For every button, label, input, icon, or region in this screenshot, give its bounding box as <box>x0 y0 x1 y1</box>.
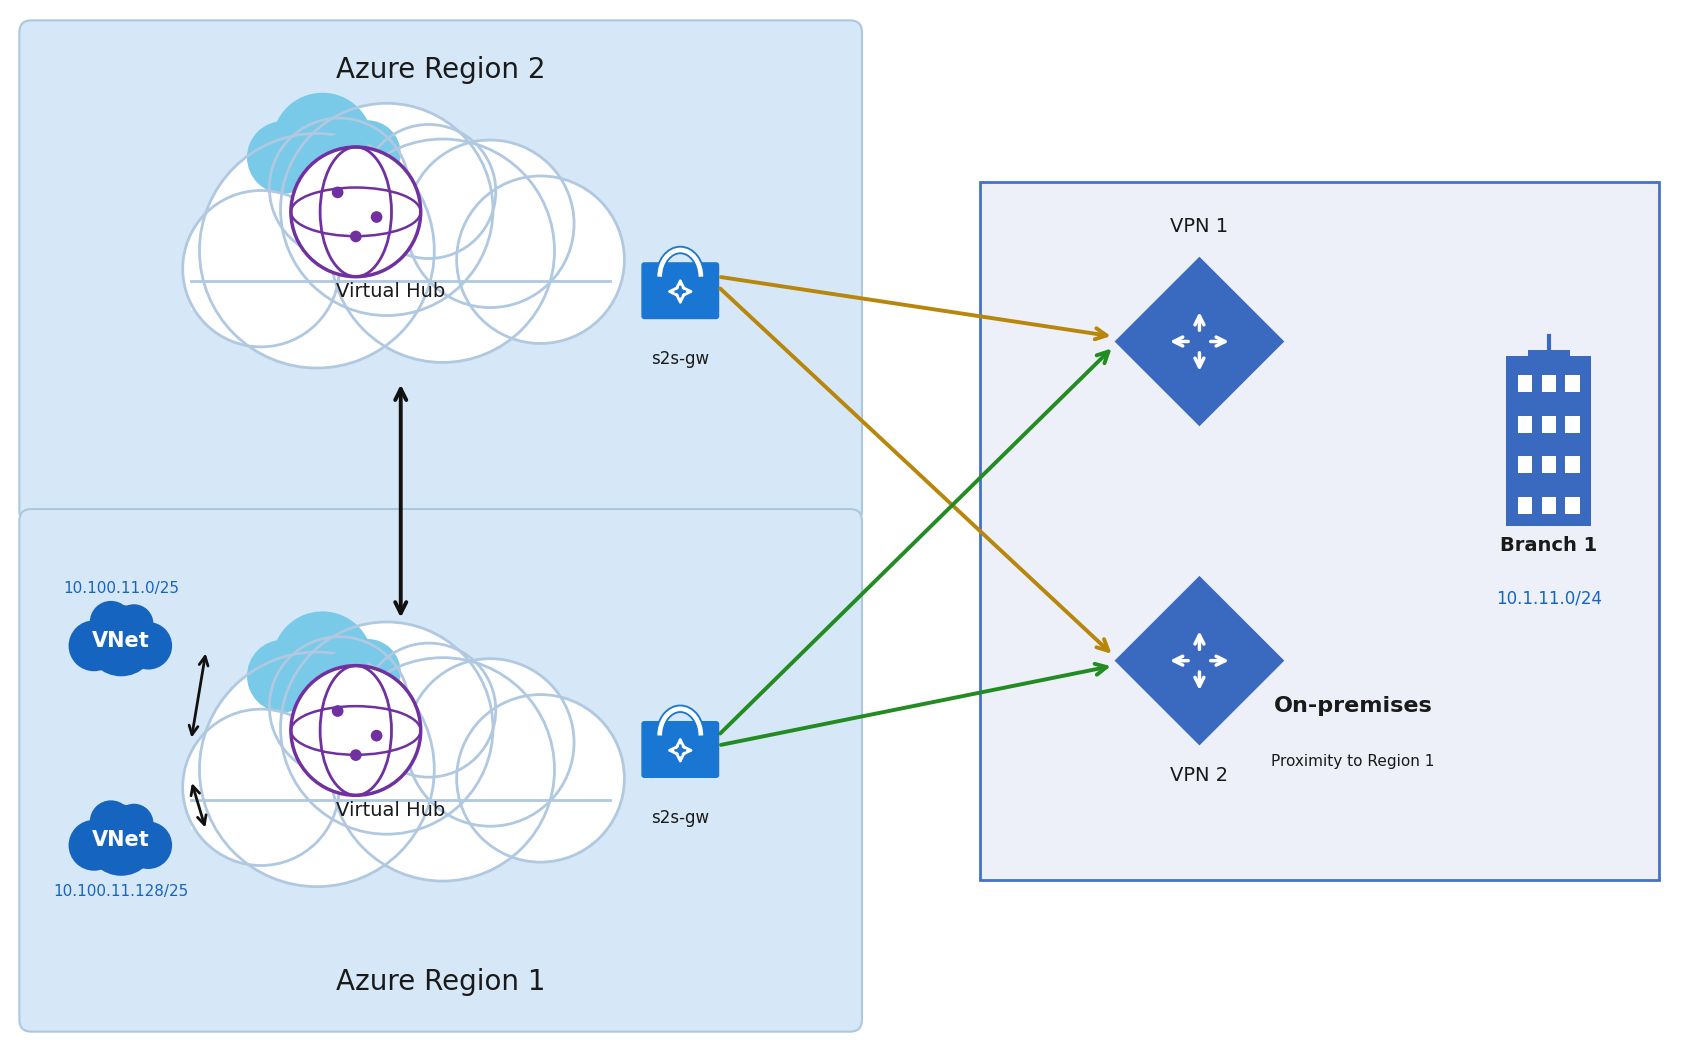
Circle shape <box>290 147 420 277</box>
Circle shape <box>85 804 157 875</box>
FancyBboxPatch shape <box>980 181 1657 880</box>
Text: Proximity to Region 1: Proximity to Region 1 <box>1270 754 1434 769</box>
Circle shape <box>248 121 319 194</box>
Circle shape <box>68 621 119 672</box>
Circle shape <box>280 622 493 834</box>
Circle shape <box>406 659 574 827</box>
Text: Branch 1: Branch 1 <box>1499 537 1596 556</box>
Circle shape <box>370 211 382 223</box>
Circle shape <box>90 800 131 842</box>
Circle shape <box>331 658 555 881</box>
FancyBboxPatch shape <box>1565 416 1579 433</box>
Polygon shape <box>1115 576 1284 746</box>
Text: 10.100.11.0/25: 10.100.11.0/25 <box>63 580 179 595</box>
FancyBboxPatch shape <box>1541 416 1555 433</box>
FancyBboxPatch shape <box>19 509 862 1031</box>
FancyBboxPatch shape <box>19 20 862 523</box>
Text: s2s-gw: s2s-gw <box>650 810 708 828</box>
Circle shape <box>321 650 370 700</box>
Circle shape <box>350 749 362 761</box>
Circle shape <box>331 139 555 363</box>
FancyBboxPatch shape <box>1541 456 1555 473</box>
Circle shape <box>347 145 379 178</box>
Circle shape <box>456 176 625 344</box>
Circle shape <box>200 134 434 368</box>
Circle shape <box>85 605 157 676</box>
FancyBboxPatch shape <box>1518 376 1531 393</box>
Text: s2s-gw: s2s-gw <box>650 350 708 368</box>
Text: 10.1.11.0/24: 10.1.11.0/24 <box>1495 590 1601 608</box>
Circle shape <box>331 706 343 717</box>
FancyBboxPatch shape <box>640 721 719 778</box>
Circle shape <box>270 118 410 258</box>
Circle shape <box>311 145 345 180</box>
FancyBboxPatch shape <box>1541 376 1555 393</box>
Circle shape <box>271 611 372 712</box>
Circle shape <box>68 820 119 871</box>
Circle shape <box>114 605 154 643</box>
Text: VNet: VNet <box>92 630 150 650</box>
Circle shape <box>270 637 410 777</box>
Circle shape <box>183 709 340 866</box>
Circle shape <box>183 191 340 347</box>
Circle shape <box>456 695 625 863</box>
Circle shape <box>114 804 154 842</box>
Circle shape <box>406 140 574 308</box>
Circle shape <box>200 653 434 887</box>
Text: Virtual Hub: Virtual Hub <box>336 801 446 820</box>
FancyBboxPatch shape <box>1565 498 1579 515</box>
Circle shape <box>350 230 362 242</box>
Text: Azure Region 1: Azure Region 1 <box>336 968 545 996</box>
FancyBboxPatch shape <box>640 262 719 319</box>
Text: On-premises: On-premises <box>1273 696 1432 715</box>
Circle shape <box>347 664 379 697</box>
Circle shape <box>331 187 343 198</box>
Circle shape <box>362 643 495 777</box>
FancyBboxPatch shape <box>1518 498 1531 515</box>
Circle shape <box>125 821 172 869</box>
FancyBboxPatch shape <box>1518 416 1531 433</box>
FancyBboxPatch shape <box>1526 350 1569 363</box>
FancyBboxPatch shape <box>191 753 609 829</box>
Circle shape <box>311 664 345 699</box>
Circle shape <box>125 622 172 669</box>
FancyBboxPatch shape <box>1541 498 1555 515</box>
FancyBboxPatch shape <box>1565 376 1579 393</box>
Circle shape <box>290 665 420 796</box>
Text: VNet: VNet <box>92 830 150 850</box>
Circle shape <box>370 730 382 742</box>
Circle shape <box>362 124 495 259</box>
Circle shape <box>321 133 370 181</box>
Circle shape <box>90 601 131 643</box>
Text: 10.100.11.128/25: 10.100.11.128/25 <box>53 884 189 899</box>
FancyBboxPatch shape <box>191 234 609 310</box>
Circle shape <box>248 640 319 712</box>
Text: Virtual Hub: Virtual Hub <box>336 282 446 301</box>
Circle shape <box>333 120 401 188</box>
Circle shape <box>271 92 372 193</box>
Text: VPN 2: VPN 2 <box>1169 766 1227 785</box>
Circle shape <box>333 639 401 706</box>
Text: VPN 1: VPN 1 <box>1169 218 1227 237</box>
Polygon shape <box>1115 257 1284 427</box>
Circle shape <box>280 103 493 315</box>
Text: Azure Region 2: Azure Region 2 <box>336 56 545 84</box>
FancyBboxPatch shape <box>1518 456 1531 473</box>
FancyBboxPatch shape <box>1506 356 1591 526</box>
FancyBboxPatch shape <box>1565 456 1579 473</box>
